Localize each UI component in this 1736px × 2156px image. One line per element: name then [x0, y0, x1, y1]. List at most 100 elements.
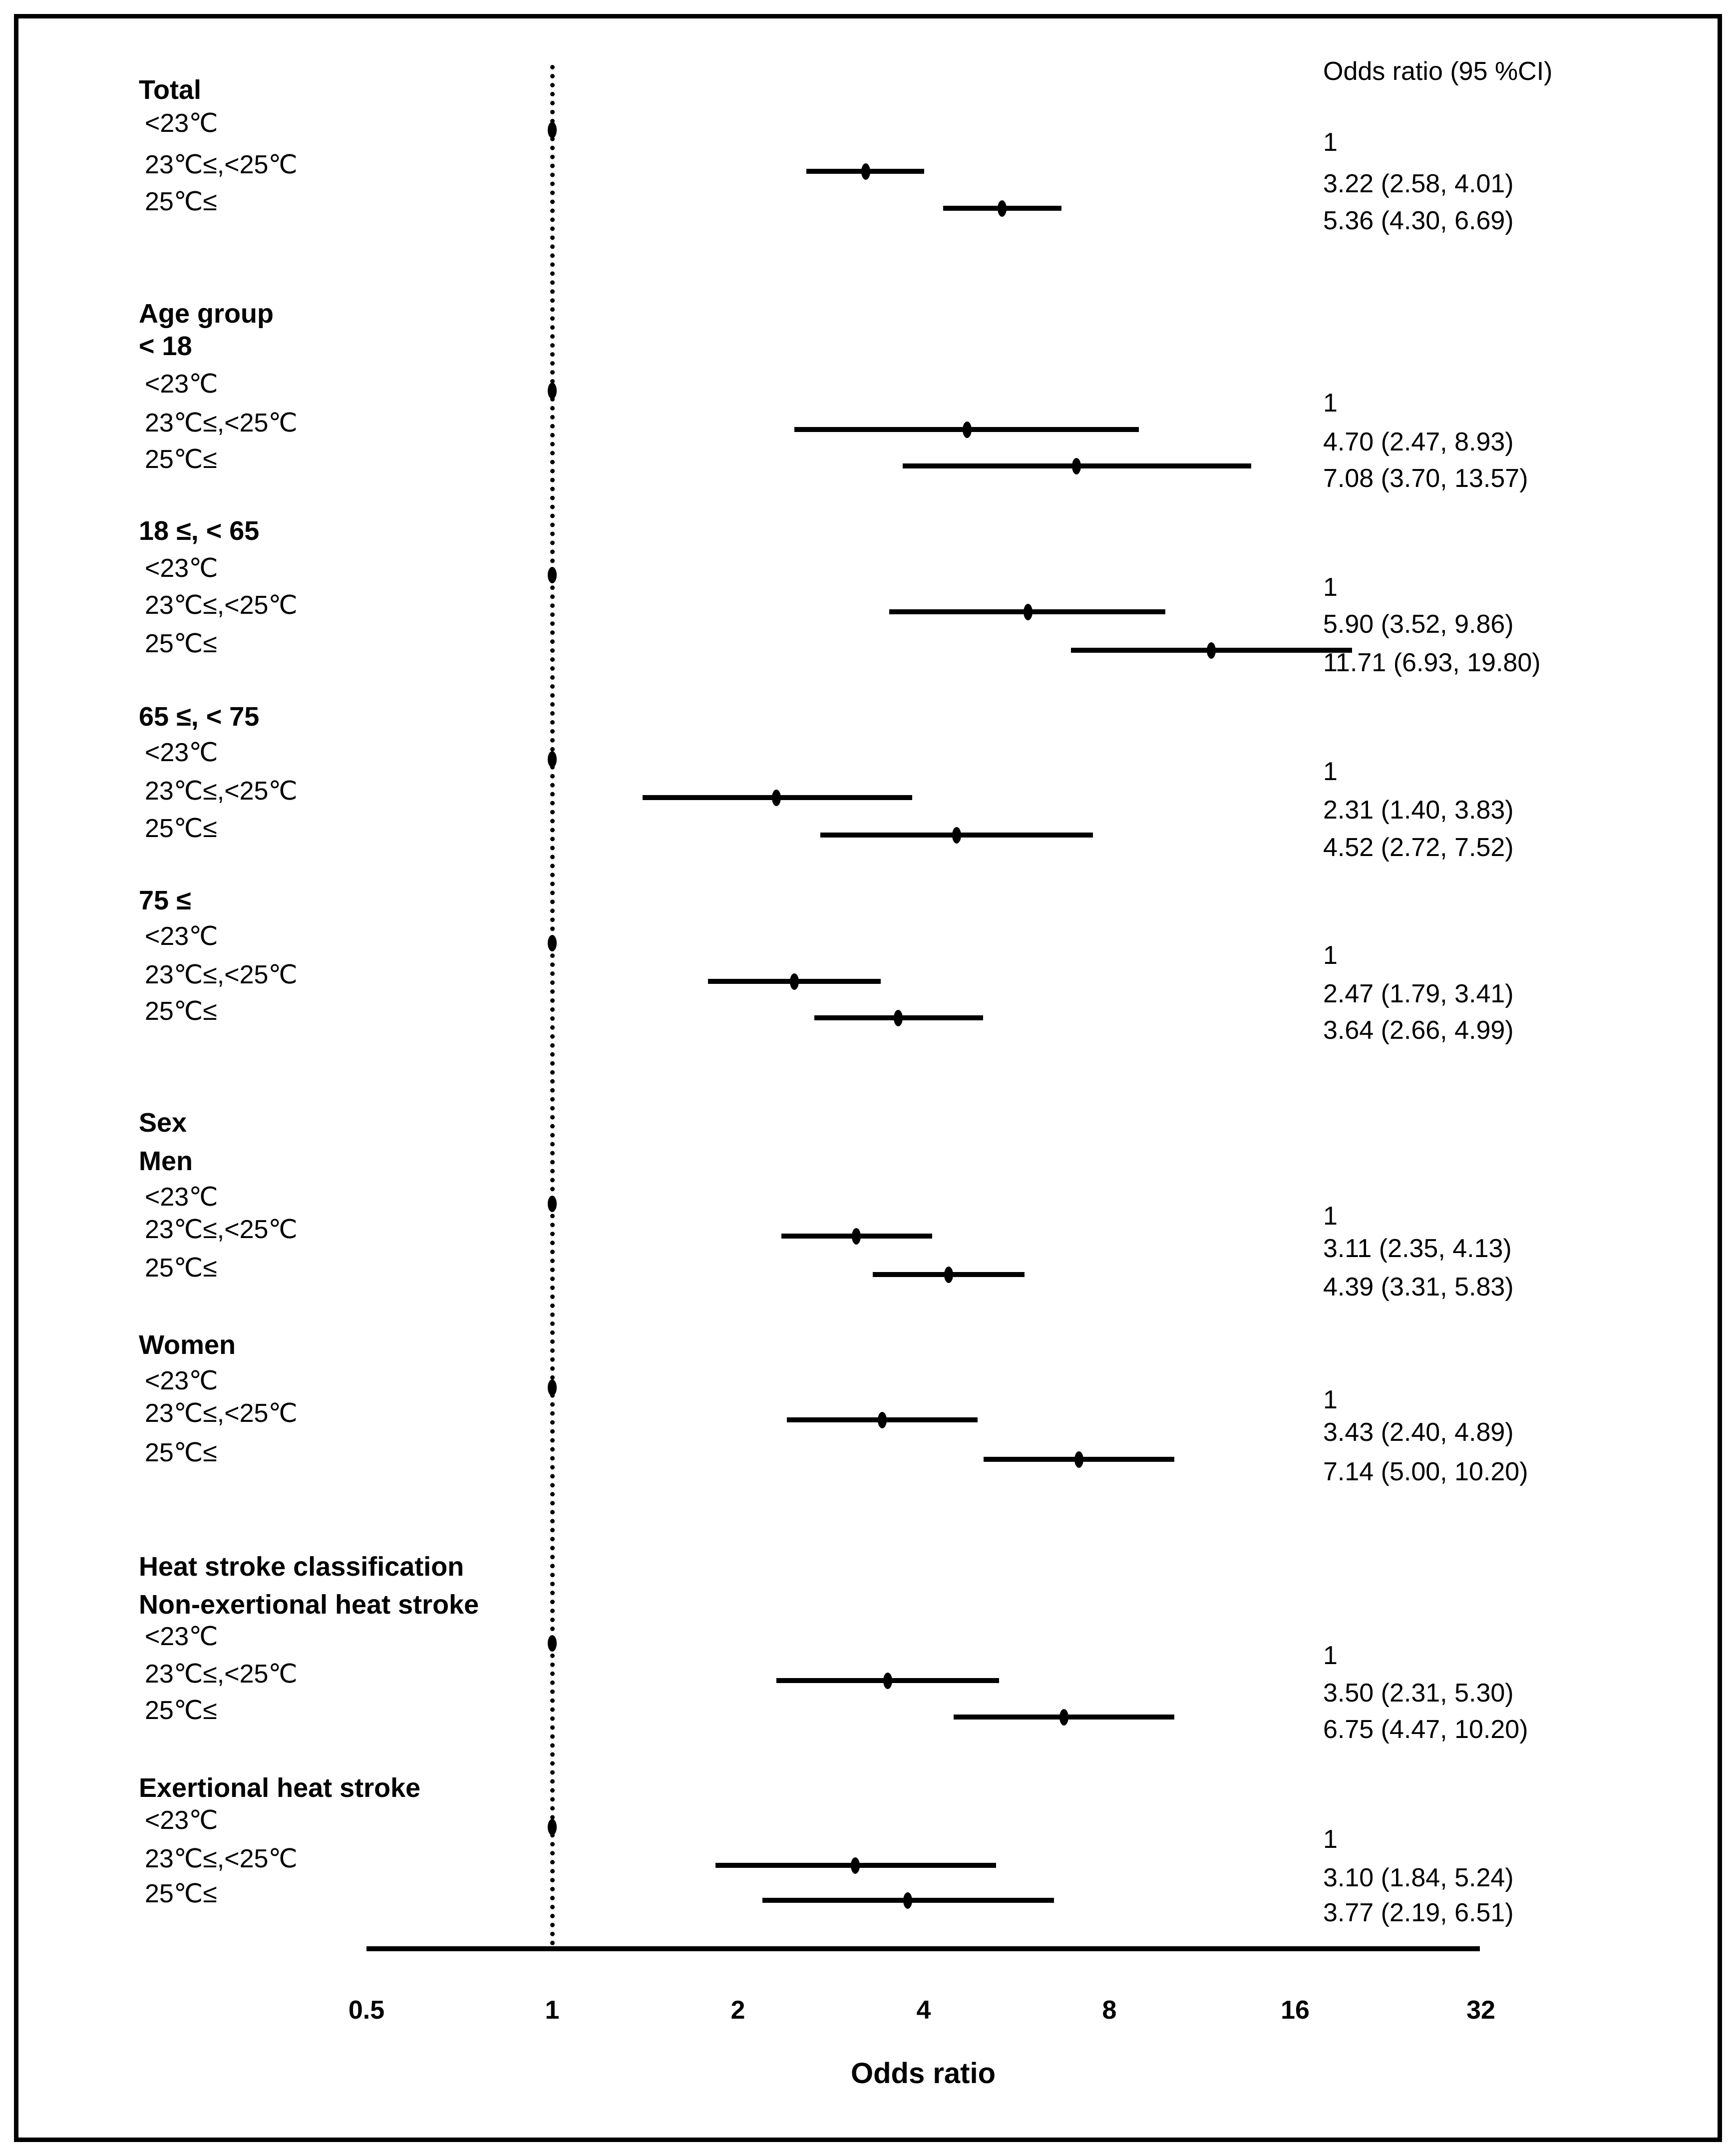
point-marker	[944, 1266, 953, 1283]
row-label: <23℃	[145, 738, 218, 767]
or-value: 6.75 (4.47, 10.20)	[1323, 1715, 1528, 1744]
row-label: <23℃	[145, 922, 218, 951]
point-marker	[1072, 457, 1081, 474]
or-value: 1	[1323, 757, 1338, 786]
group-header: Men	[139, 1146, 193, 1176]
point-marker	[548, 382, 557, 399]
or-value: 3.50 (2.31, 5.30)	[1323, 1679, 1514, 1708]
or-value: 3.10 (1.84, 5.24)	[1323, 1863, 1514, 1892]
row-label: 23℃≤,<25℃	[145, 1844, 298, 1873]
row-label: 23℃≤,<25℃	[145, 1660, 298, 1689]
point-marker	[998, 200, 1007, 217]
x-tick-label: 0.5	[348, 1996, 385, 2025]
group-header: Age group	[139, 299, 274, 329]
row-label: 25℃≤	[145, 1254, 217, 1283]
or-value: 4.52 (2.72, 7.52)	[1323, 833, 1514, 862]
row-label: 23℃≤,<25℃	[145, 591, 298, 620]
or-value: 1	[1323, 1385, 1338, 1414]
point-marker	[883, 1672, 893, 1689]
row-label: 25℃≤	[145, 629, 217, 658]
point-marker	[952, 827, 961, 844]
row-label: 23℃≤,<25℃	[145, 409, 298, 437]
or-value: 3.64 (2.66, 4.99)	[1323, 1016, 1514, 1045]
or-value: 1	[1323, 941, 1338, 970]
row-label: 25℃≤	[145, 1438, 217, 1467]
group-header: < 18	[139, 331, 192, 361]
or-value: 2.31 (1.40, 3.83)	[1323, 796, 1514, 825]
point-marker	[851, 1857, 860, 1874]
or-value: 7.14 (5.00, 10.20)	[1323, 1457, 1528, 1486]
point-marker	[548, 751, 557, 768]
group-header: Heat stroke classification	[139, 1552, 464, 1582]
point-marker	[1059, 1709, 1068, 1725]
or-value: 1	[1323, 1825, 1338, 1854]
x-tick-label: 16	[1281, 1996, 1310, 2025]
group-header: Non-exertional heat stroke	[139, 1590, 479, 1620]
x-axis-line	[366, 1946, 1480, 1951]
row-label: <23℃	[145, 554, 218, 583]
group-header: 75 ≤	[139, 885, 191, 915]
or-value: 3.43 (2.40, 4.89)	[1323, 1418, 1514, 1447]
row-label: 25℃≤	[145, 187, 217, 216]
group-header: Sex	[139, 1108, 187, 1138]
row-label: 25℃≤	[145, 1879, 217, 1908]
or-value: 2.47 (1.79, 3.41)	[1323, 979, 1514, 1008]
row-label: 23℃≤,<25℃	[145, 1399, 298, 1428]
point-marker	[894, 1009, 903, 1026]
point-marker	[861, 163, 870, 180]
or-value: 11.71 (6.93, 19.80)	[1323, 648, 1541, 677]
row-label: 25℃≤	[145, 814, 217, 843]
row-label: 25℃≤	[145, 445, 217, 474]
or-value: 7.08 (3.70, 13.57)	[1323, 464, 1528, 493]
or-value: 4.39 (3.31, 5.83)	[1323, 1273, 1514, 1301]
figure-border	[14, 14, 1722, 2142]
reference-line-or-1	[550, 65, 555, 1946]
value-column-header: Odds ratio (95 %CI)	[1323, 57, 1553, 86]
point-marker	[903, 1892, 913, 1909]
x-tick-label: 32	[1466, 1996, 1495, 2025]
or-value: 1	[1323, 1202, 1338, 1231]
row-label: 23℃≤,<25℃	[145, 1215, 298, 1244]
point-marker	[1023, 603, 1033, 620]
or-value: 5.36 (4.30, 6.69)	[1323, 206, 1514, 235]
row-label: <23℃	[145, 109, 218, 138]
x-tick-label: 2	[730, 1996, 745, 2025]
x-tick-label: 8	[1102, 1996, 1117, 2025]
group-header: 18 ≤, < 65	[139, 516, 260, 546]
x-tick-label: 4	[916, 1996, 931, 2025]
or-value: 3.22 (2.58, 4.01)	[1323, 169, 1514, 198]
point-marker	[548, 1195, 557, 1212]
or-value: 1	[1323, 1641, 1338, 1670]
row-label: <23℃	[145, 1622, 218, 1651]
group-header: 65 ≤, < 75	[139, 702, 260, 732]
or-value: 1	[1323, 389, 1338, 418]
point-marker	[878, 1411, 887, 1428]
point-marker	[548, 1379, 557, 1396]
or-value: 4.70 (2.47, 8.93)	[1323, 428, 1514, 456]
row-label: 25℃≤	[145, 997, 217, 1026]
or-value: 3.11 (2.35, 4.13)	[1323, 1234, 1512, 1263]
x-axis-title: Odds ratio	[850, 2057, 996, 2090]
row-label: 25℃≤	[145, 1696, 217, 1725]
or-value: 1	[1323, 128, 1338, 157]
point-marker	[1074, 1451, 1083, 1468]
row-label: <23℃	[145, 1806, 218, 1835]
row-label: <23℃	[145, 370, 218, 399]
row-label: 23℃≤,<25℃	[145, 777, 298, 806]
point-marker	[1207, 642, 1216, 659]
group-header: Total	[139, 75, 201, 105]
point-marker	[548, 934, 557, 951]
point-marker	[548, 1635, 557, 1652]
point-marker	[548, 1818, 557, 1835]
point-marker	[772, 789, 781, 806]
row-label: <23℃	[145, 1183, 218, 1212]
point-marker	[962, 421, 972, 438]
or-value: 5.90 (3.52, 9.86)	[1323, 610, 1514, 639]
or-value: 1	[1323, 573, 1338, 602]
point-marker	[851, 1228, 861, 1245]
point-marker	[548, 121, 557, 138]
row-label: 23℃≤,<25℃	[145, 960, 298, 989]
row-label: <23℃	[145, 1366, 218, 1395]
point-marker	[790, 973, 799, 990]
point-marker	[548, 566, 557, 583]
